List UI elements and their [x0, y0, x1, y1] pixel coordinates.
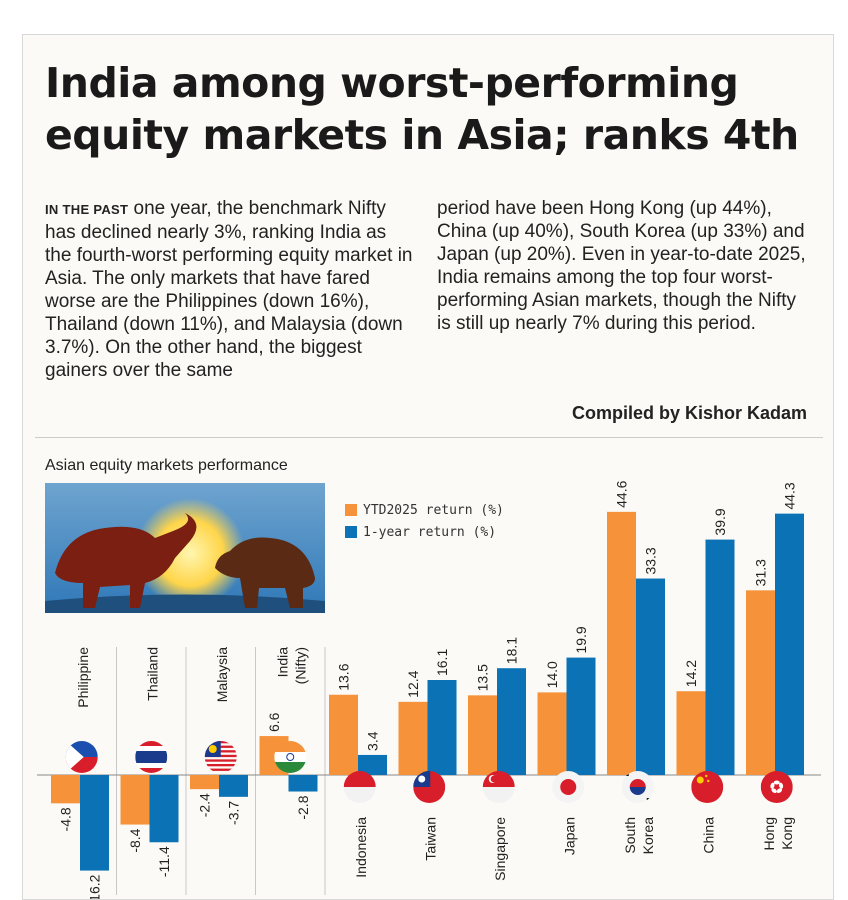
- malaysia-flag-icon: [204, 741, 237, 771]
- bar-ytd-china: [676, 691, 706, 775]
- bar-1year-thailand: [149, 775, 179, 843]
- value-label-ytd-taiwan: 12.4: [405, 670, 421, 697]
- bar-1year-south-korea: [636, 578, 665, 775]
- bull-bear-illustration: [45, 483, 325, 613]
- value-label-1year-malaysia: -3.7: [226, 801, 242, 825]
- bar-ytd-hong-kong: [746, 590, 775, 775]
- article-card: India among worst-performing equity mark…: [22, 34, 834, 900]
- bar-1year-philippine: [80, 775, 109, 871]
- value-label-1year-philippine: -16.2: [87, 874, 103, 900]
- category-label-indonesia: Indonesia: [353, 817, 369, 878]
- singapore-flag-icon: [482, 771, 515, 803]
- value-label-1year-taiwan: 16.1: [434, 649, 450, 676]
- category-label-thailand: Thailand: [144, 647, 160, 701]
- bar-ytd-indonesia: [329, 694, 358, 775]
- bar-ytd-thailand: [120, 775, 150, 825]
- bar-1year-malaysia: [219, 775, 248, 797]
- headline: India among worst-performing equity mark…: [45, 59, 799, 159]
- bar-1year-taiwan: [427, 680, 457, 775]
- bar-1year-indonesia: [358, 754, 387, 775]
- body-column-1: IN THE PAST one year, the benchmark Nift…: [45, 197, 415, 382]
- category-label-india-nifty: (Nifty): [292, 647, 308, 684]
- legend-swatch-1year: [345, 526, 357, 538]
- legend-label-ytd: YTD2025 return (%): [363, 502, 504, 518]
- indonesia-flag-icon: [343, 771, 376, 803]
- bar-1year-hong-kong: [775, 513, 804, 775]
- value-label-ytd-india-nifty: 6.6: [266, 712, 282, 732]
- value-label-1year-indonesia: 3.4: [365, 731, 381, 751]
- legend-item-1year: 1-year return (%): [345, 521, 504, 543]
- value-label-ytd-hong-kong: 31.3: [753, 559, 769, 586]
- divider: [35, 437, 823, 438]
- legend-item-ytd: YTD2025 return (%): [345, 499, 504, 521]
- value-label-ytd-indonesia: 13.6: [336, 663, 352, 690]
- category-label-hong-kong: Hong: [761, 817, 777, 850]
- bar-ytd-singapore: [468, 695, 497, 775]
- category-label-malaysia: Malaysia: [214, 647, 230, 702]
- south-korea-flag-icon: [621, 771, 654, 803]
- category-label-philippine: Philippine: [75, 647, 91, 708]
- bull-bear-image: [45, 483, 325, 613]
- value-label-ytd-thailand: -8.4: [127, 828, 143, 852]
- india-flag-icon: [274, 741, 307, 773]
- bar-1year-china: [705, 539, 735, 775]
- philippines-flag-icon: [65, 741, 98, 773]
- value-label-1year-hong-kong: 44.3: [782, 482, 798, 509]
- category-label-singapore: Singapore: [492, 817, 508, 881]
- category-label-china: China: [700, 817, 716, 854]
- value-label-1year-china: 39.9: [712, 508, 728, 535]
- value-label-ytd-malaysia: -2.4: [197, 793, 213, 817]
- category-label-hong-kong: Kong: [779, 817, 795, 850]
- category-label-india-nifty: India: [274, 647, 290, 678]
- legend: YTD2025 return (%) 1-year return (%): [345, 499, 504, 543]
- category-label-taiwan: Taiwan: [422, 817, 438, 861]
- bar-ytd-philippine: [51, 775, 80, 804]
- china-flag-icon: [691, 771, 724, 803]
- bar-chart: -4.8 -16.2 Philippine -8.4 -11.4 Thailand -2.4…: [37, 480, 821, 900]
- chart-title: Asian equity markets performance: [45, 457, 288, 474]
- bar-ytd-malaysia: [190, 775, 219, 790]
- taiwan-flag-icon: [413, 771, 446, 803]
- thailand-flag-icon: [135, 741, 168, 773]
- value-label-1year-japan: 19.9: [573, 626, 589, 653]
- legend-swatch-ytd: [345, 504, 357, 516]
- value-label-ytd-south-korea: 44.6: [614, 480, 630, 507]
- value-label-1year-india-nifty: -2.8: [295, 795, 311, 819]
- value-label-ytd-china: 14.2: [683, 660, 699, 687]
- legend-label-1year: 1-year return (%): [363, 524, 497, 540]
- japan-flag-icon: [552, 771, 585, 803]
- body-text-1: one year, the benchmark Nifty has declin…: [45, 198, 413, 381]
- value-label-1year-singapore: 18.1: [504, 637, 520, 664]
- bar-ytd-japan: [537, 692, 567, 775]
- category-label-south-korea: South: [622, 817, 638, 854]
- category-label-south-korea: Korea: [640, 817, 656, 855]
- hong-kong-flag-icon: [760, 771, 793, 803]
- value-label-1year-thailand: -11.4: [156, 846, 172, 877]
- bar-1year-japan: [566, 657, 596, 775]
- lead-in: IN THE PAST: [45, 202, 129, 217]
- bar-1year-singapore: [497, 668, 526, 775]
- value-label-ytd-japan: 14.0: [544, 661, 560, 688]
- bar-1year-india-nifty: [288, 775, 318, 792]
- body-column-2: period have been Hong Kong (up 44%), Chi…: [437, 197, 807, 335]
- body-text-2: period have been Hong Kong (up 44%), Chi…: [437, 198, 806, 334]
- value-label-ytd-philippine: -4.8: [58, 807, 74, 831]
- category-label-japan: Japan: [561, 817, 577, 855]
- bar-ytd-south-korea: [607, 511, 636, 775]
- credit: Compiled by Kishor Kadam: [571, 403, 807, 423]
- value-label-ytd-singapore: 13.5: [475, 664, 491, 691]
- value-label-1year-south-korea: 33.3: [643, 547, 659, 574]
- bar-ytd-taiwan: [398, 701, 428, 775]
